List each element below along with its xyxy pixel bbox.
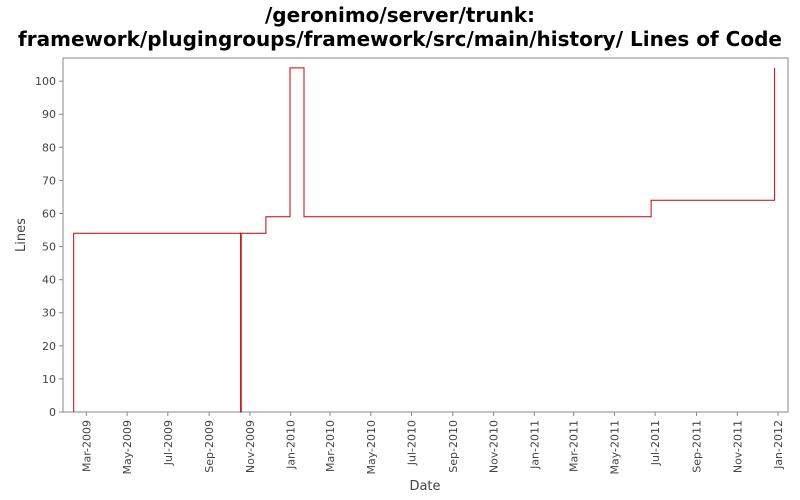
- y-tick-label: 0: [49, 406, 56, 419]
- chart-title-line-2: framework/plugingroups/framework/src/mai…: [18, 27, 782, 51]
- x-tick-label: Jul-2010: [405, 420, 418, 466]
- series-layer: [73, 67, 776, 413]
- y-tick-label: 20: [42, 340, 56, 353]
- y-tick-label: 100: [35, 75, 56, 88]
- plot-area: [62, 57, 789, 413]
- x-tick-label: May-2010: [365, 420, 378, 475]
- x-tick-label: May-2009: [121, 420, 134, 475]
- x-tick-label: Sep-2010: [447, 420, 460, 473]
- y-axis: 0 10 20 30 40 50 60 70 80 90 100: [35, 75, 63, 419]
- x-tick-label: Mar-2009: [80, 420, 93, 472]
- x-tick-label: Sep-2011: [691, 420, 704, 473]
- x-axis: Mar-2009 May-2009 Jul-2009 Sep-2009 Nov-2009…: [80, 412, 785, 475]
- x-tick-label: Sep-2009: [203, 420, 216, 473]
- x-tick-label: Mar-2011: [568, 420, 581, 472]
- y-tick-label: 30: [42, 307, 56, 320]
- x-tick-label: Mar-2010: [324, 420, 337, 472]
- x-tick-label: Nov-2010: [488, 420, 501, 473]
- y-axis-label: Lines: [14, 218, 29, 252]
- y-tick-label: 10: [42, 373, 56, 386]
- x-tick-label: Jul-2011: [649, 420, 662, 466]
- x-tick-label: May-2011: [608, 420, 621, 475]
- x-tick-label: Jan-2011: [528, 420, 541, 470]
- y-tick-label: 90: [42, 108, 56, 121]
- y-tick-label: 80: [42, 141, 56, 154]
- chart-title-line-1: /geronimo/server/trunk:: [265, 3, 535, 27]
- y-tick-label: 40: [42, 274, 56, 287]
- x-tick-label: Jul-2009: [162, 420, 175, 466]
- x-axis-label: Date: [409, 479, 440, 494]
- x-tick-label: Jan-2012: [772, 420, 785, 470]
- series-line-lines: [73, 67, 776, 413]
- y-tick-label: 70: [42, 174, 56, 187]
- x-tick-label: Jan-2010: [285, 420, 298, 470]
- y-tick-label: 50: [42, 241, 56, 254]
- y-tick-label: 60: [42, 207, 56, 220]
- x-tick-label: Nov-2009: [244, 420, 257, 473]
- x-tick-label: Nov-2011: [731, 420, 744, 473]
